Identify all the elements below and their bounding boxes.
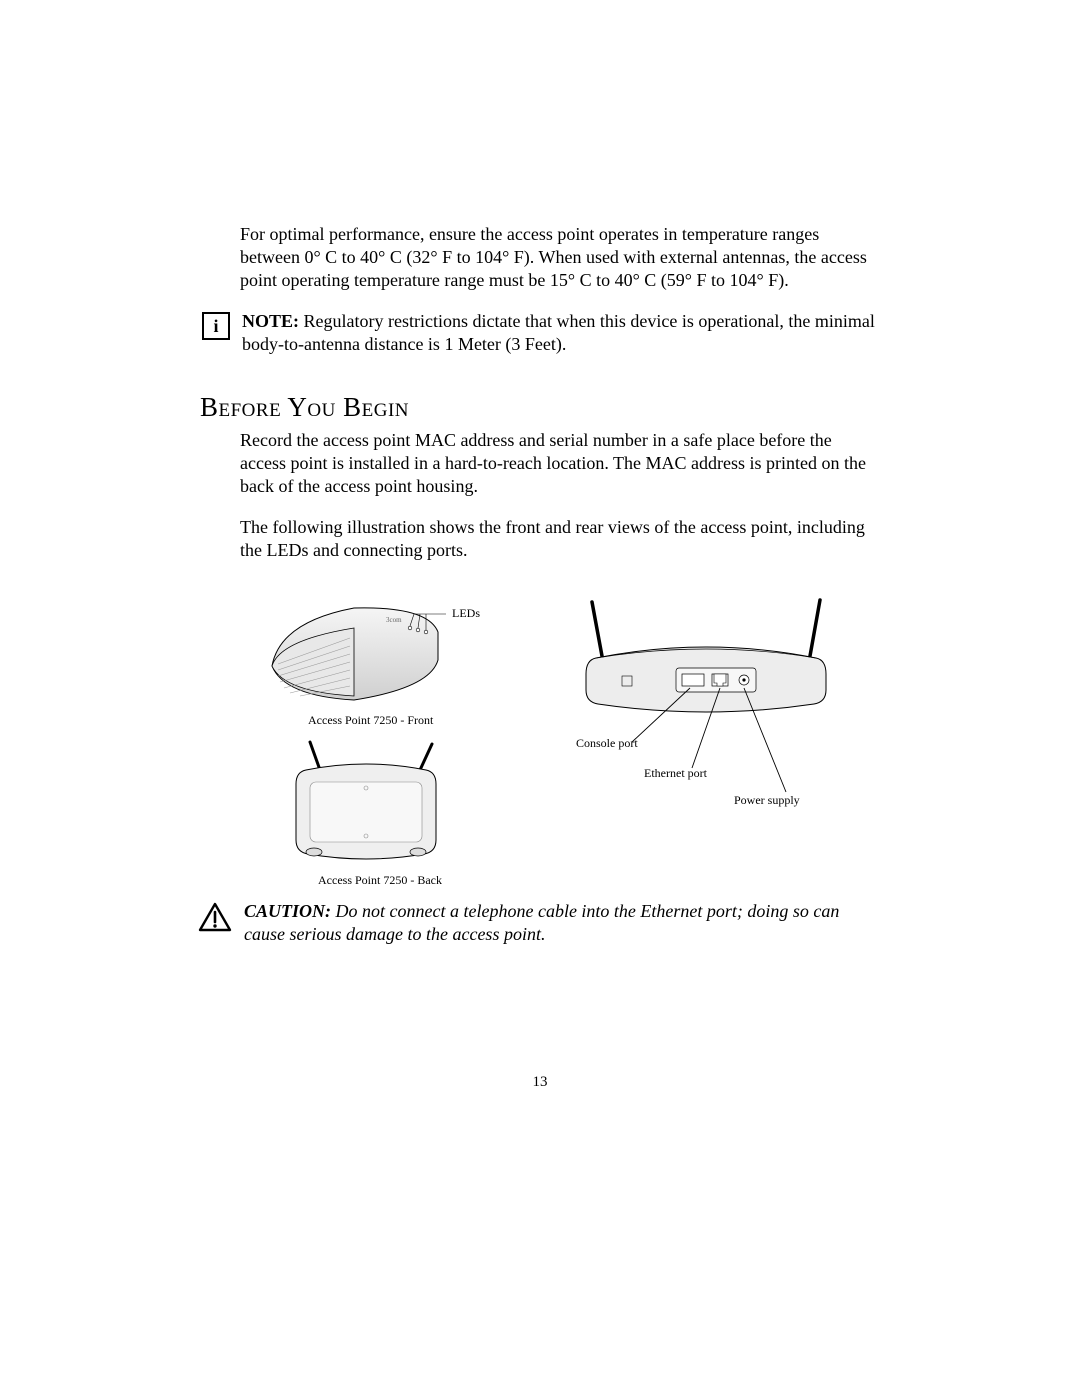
front-caption: Access Point 7250 - Front — [308, 713, 433, 728]
back-caption: Access Point 7250 - Back — [318, 873, 442, 888]
power-supply-label: Power supply — [734, 793, 800, 808]
caution-text: CAUTION: Do not connect a telephone cabl… — [244, 900, 880, 946]
caution-label: CAUTION: — [244, 901, 331, 921]
illustration-block: 3com LEDs Access Point 7250 - Front Acce… — [240, 580, 880, 890]
device-front-svg: 3com — [260, 588, 450, 708]
note-label: NOTE: — [242, 311, 299, 331]
intro-paragraph: For optimal performance, ensure the acce… — [240, 223, 880, 292]
section-heading: Before You Begin — [200, 392, 880, 423]
device-rear-svg — [562, 594, 852, 804]
leds-label: LEDs — [452, 606, 480, 621]
ethernet-port-label: Ethernet port — [644, 766, 707, 781]
device-back-svg — [286, 740, 446, 865]
note-text: NOTE: Regulatory restrictions dictate th… — [242, 310, 880, 356]
note-block: i NOTE: Regulatory restrictions dictate … — [200, 310, 880, 356]
console-port-label: Console port — [576, 736, 638, 751]
before-para-1: Record the access point MAC address and … — [240, 429, 880, 498]
svg-text:3com: 3com — [386, 616, 402, 624]
info-icon: i — [202, 312, 230, 340]
warning-icon — [198, 902, 232, 932]
caution-block: CAUTION: Do not connect a telephone cabl… — [200, 900, 880, 946]
page-number: 13 — [0, 1074, 1080, 1091]
caution-body: Do not connect a telephone cable into th… — [244, 901, 839, 944]
note-body: Regulatory restrictions dictate that whe… — [242, 311, 875, 354]
before-para-2: The following illustration shows the fro… — [240, 516, 880, 562]
